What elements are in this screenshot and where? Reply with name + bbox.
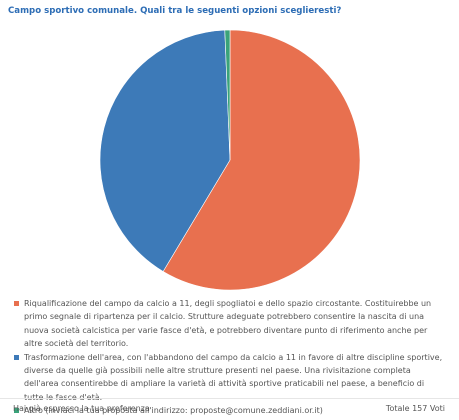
chart-title: Campo sportivo comunale. Quali tra le se… (8, 6, 342, 16)
legend-swatch (14, 408, 19, 414)
legend-item: Altro (inviaci la tua proposta all'indir… (14, 404, 446, 417)
legend-swatch (14, 354, 19, 360)
legend-label: Altro (inviaci la tua proposta all'indir… (24, 406, 323, 416)
pie-slice (224, 29, 231, 161)
legend-swatch (14, 301, 19, 306)
footer: Hai già espresso la tua preferenza Total… (0, 398, 459, 420)
legend-item: Riqualificazione del campo da calcio a 1… (14, 297, 446, 351)
pie-slice (99, 29, 231, 272)
legend: Riqualificazione del campo da calcio a 1… (14, 297, 446, 418)
footer-total: Totale 157 Voti (385, 404, 445, 413)
legend-label: Trasformazione dell'area, con l'abbandon… (24, 352, 443, 402)
footer-message: Hai già espresso la tua preferenza (13, 404, 150, 413)
legend-item: Trasformazione dell'area, con l'abbandon… (14, 351, 446, 405)
legend-label: Riqualificazione del campo da calcio a 1… (24, 299, 432, 349)
pie-chart (99, 29, 361, 291)
pie-slice (162, 29, 361, 291)
